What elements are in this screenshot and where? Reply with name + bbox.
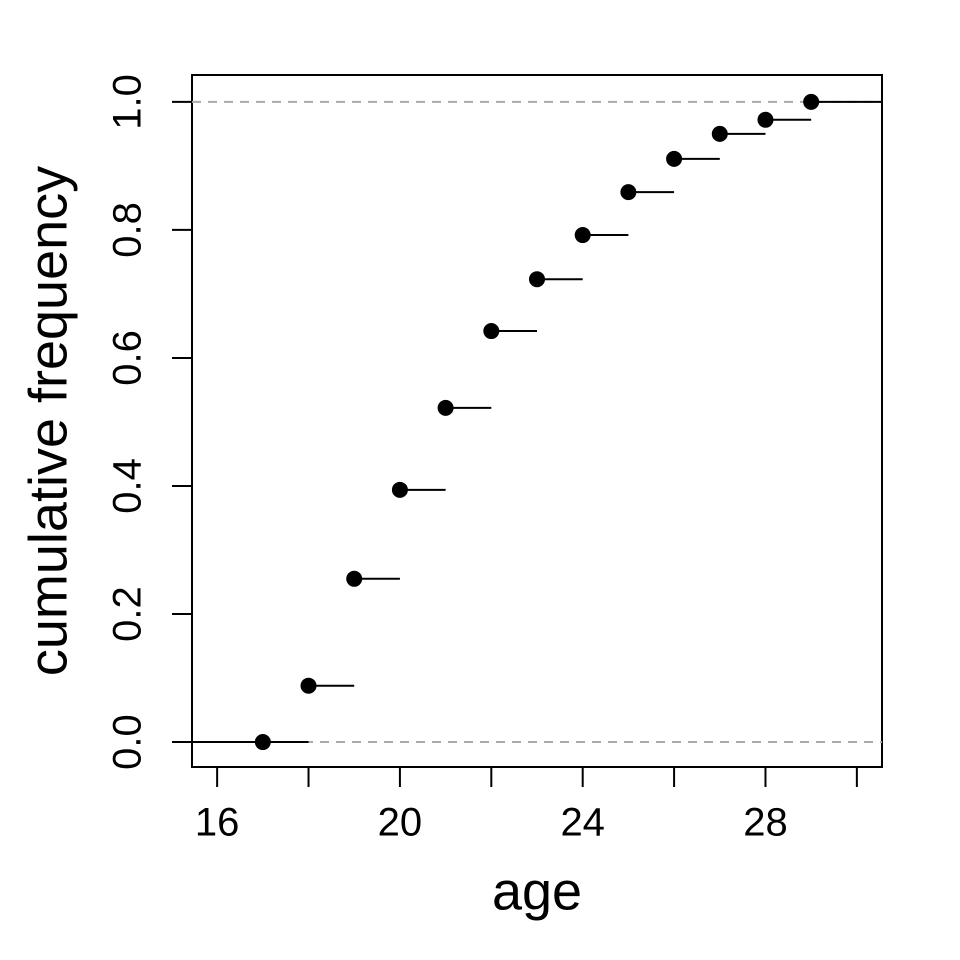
y-tick-label: 0.2 bbox=[106, 586, 150, 642]
plot-frame bbox=[191, 74, 883, 768]
y-tick-label: 0.8 bbox=[106, 202, 150, 258]
x-tick-label: 16 bbox=[195, 801, 240, 845]
step-point bbox=[483, 323, 500, 340]
step-point bbox=[666, 150, 683, 167]
step-point bbox=[346, 570, 363, 587]
x-tick-label: 28 bbox=[743, 801, 788, 845]
step-point bbox=[254, 734, 271, 751]
x-tick-label: 20 bbox=[378, 801, 423, 845]
step-point bbox=[391, 481, 408, 498]
y-tick-label: 0.6 bbox=[106, 330, 150, 386]
step-point bbox=[300, 677, 317, 694]
step-point bbox=[529, 271, 545, 288]
y-axis-label: cumulative frequency bbox=[18, 166, 78, 676]
step-point bbox=[574, 227, 591, 244]
step-point bbox=[620, 184, 637, 201]
x-axis-label: age bbox=[492, 861, 582, 921]
step-point bbox=[757, 111, 774, 128]
step-point bbox=[437, 399, 454, 416]
y-tick-label: 0.0 bbox=[106, 714, 150, 770]
x-tick-label: 24 bbox=[560, 801, 605, 845]
step-point bbox=[711, 125, 728, 142]
y-tick-label: 1.0 bbox=[106, 74, 150, 130]
step-point bbox=[803, 93, 820, 110]
y-tick-label: 0.4 bbox=[106, 458, 150, 514]
